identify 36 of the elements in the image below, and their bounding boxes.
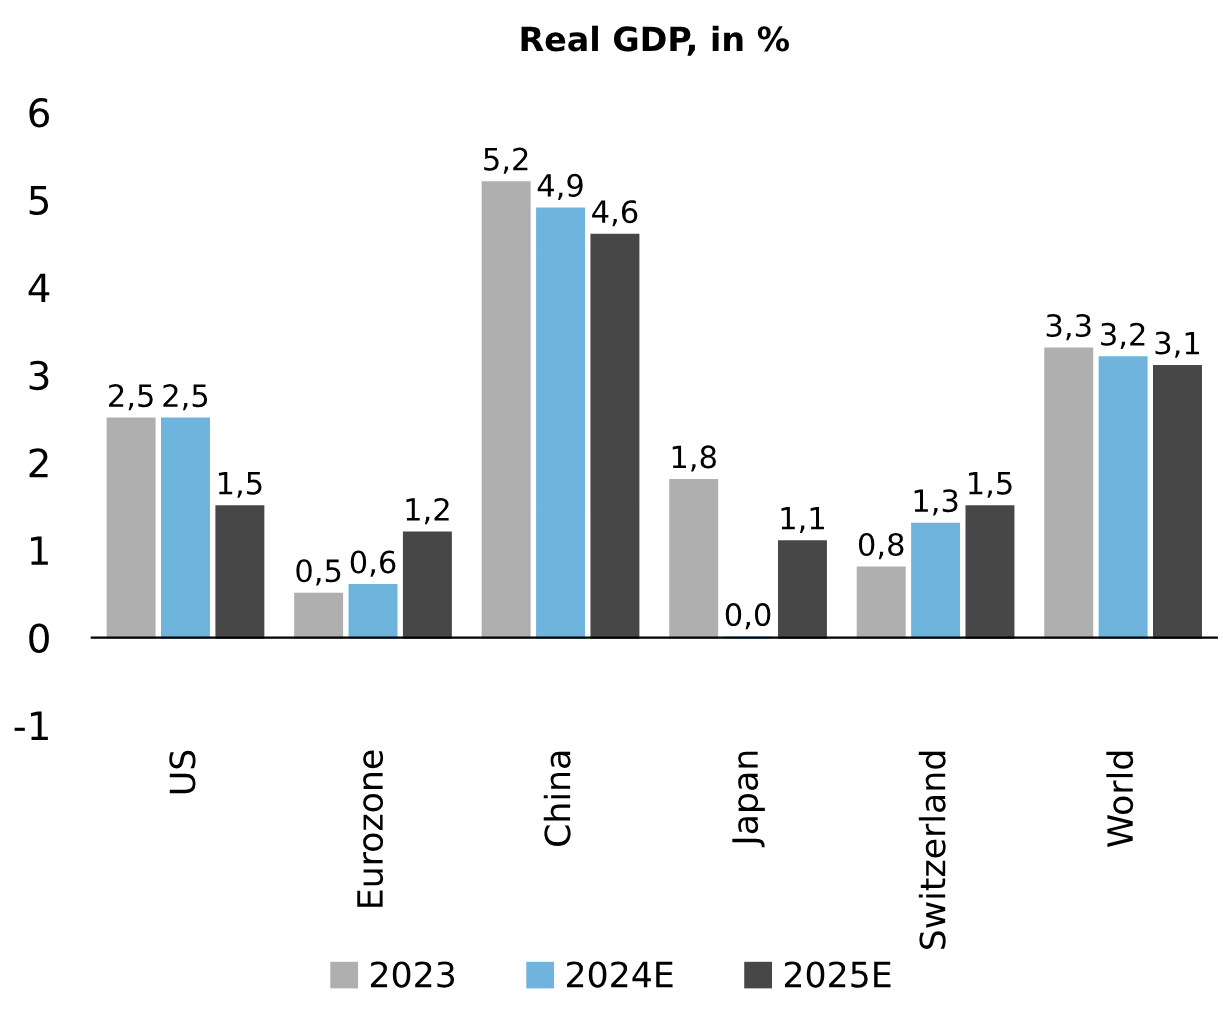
y-tick-label: 4 [28, 273, 50, 303]
legend-label: 2024E [567, 961, 673, 988]
x-tick-label: China [543, 751, 571, 846]
data-label: 1,2 [406, 497, 449, 525]
data-label: 3,2 [1101, 322, 1145, 349]
data-label: 0,8 [858, 532, 904, 560]
x-tick-label: Eurozone [357, 750, 384, 907]
y-tick-label: 5 [29, 186, 49, 216]
data-label: 2,5 [163, 384, 208, 411]
x-tick-label: World [1106, 751, 1134, 848]
data-label: 4,9 [537, 173, 583, 201]
data-label: 1,8 [672, 445, 716, 472]
y-tick-label: -1 [14, 711, 48, 740]
data-label: 0,5 [296, 559, 341, 586]
data-label: 0,0 [725, 603, 771, 630]
data-label: 2,5 [109, 384, 153, 411]
data-label: 1,5 [218, 472, 262, 498]
x-tick-label: Japan [732, 751, 765, 848]
data-label: 1,1 [781, 507, 824, 533]
data-label: 3,1 [1155, 331, 1199, 358]
y-tick-label: 3 [29, 360, 49, 391]
legend-label: 2023 [371, 961, 455, 988]
data-label: 0,6 [350, 550, 396, 577]
legend-label: 2025E [784, 961, 891, 988]
y-tick-label: 2 [29, 448, 48, 478]
x-tick-label: US [169, 750, 196, 794]
data-label: 3,3 [1046, 313, 1091, 341]
y-tick-label: 1 [30, 536, 48, 565]
y-tick-label: 6 [29, 98, 49, 128]
data-label: 1,5 [969, 472, 1012, 498]
chart-title: Real GDP, in % [521, 25, 790, 56]
data-label: 5,2 [484, 147, 528, 174]
x-tick-label: Switzerland [918, 751, 946, 949]
y-tick-label: 0 [29, 623, 49, 653]
data-label: 4,6 [592, 200, 638, 227]
data-label: 1,3 [914, 489, 958, 516]
